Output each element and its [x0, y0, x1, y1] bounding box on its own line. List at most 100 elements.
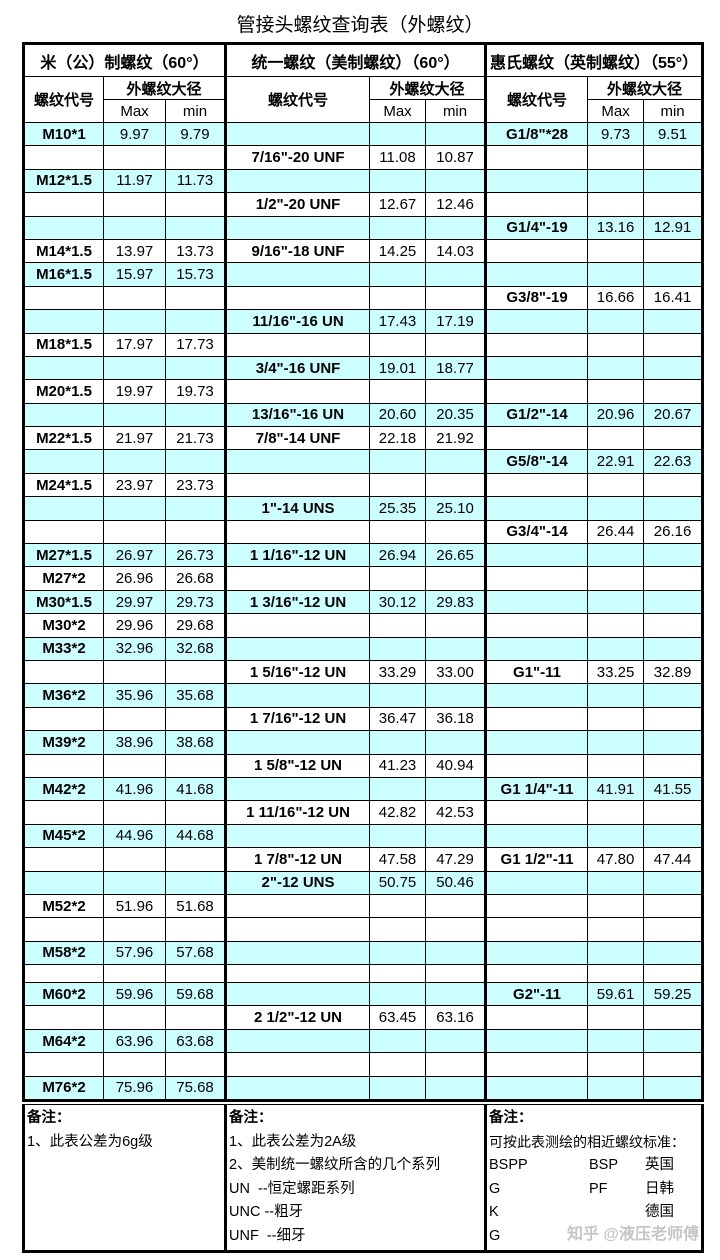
table-row: M27*2 26.96 26.68	[23, 566, 704, 591]
whitworth-min-cell	[643, 496, 704, 521]
whitworth-min-cell	[643, 706, 704, 732]
table-row	[23, 964, 704, 984]
metric-min-cell: 57.68	[164, 940, 228, 966]
table-row: M36*2 35.96 35.68	[23, 683, 704, 708]
unified-min-cell	[425, 472, 488, 498]
thread-table: 米（公）制螺纹（60°） 统一螺纹（美制螺纹）（60°） 惠氏螺纹（英制螺纹）（…	[22, 42, 705, 1103]
metric-code-cell: M14*1.5	[23, 238, 104, 264]
table-row: M27*1.5 26.97 26.73 1 1/16"-12 UN 26.94 26.65	[23, 543, 704, 568]
unified-note-line: UNC --粗牙	[229, 1204, 304, 1220]
table-row: M30*2 29.96 29.68	[23, 613, 704, 638]
whitworth-code-cell: G1 1/4"-11	[485, 776, 589, 802]
whitworth-min-cell	[643, 940, 704, 966]
unified-code-cell: 1 11/16"-12 UN	[225, 800, 371, 825]
metric-code-cell: M76*2	[23, 1075, 104, 1102]
metric-max-cell	[103, 964, 166, 984]
metric-min-cell: 26.68	[164, 566, 228, 591]
whitworth-min-cell	[643, 893, 704, 919]
metric-min-cell	[164, 192, 228, 217]
unified-min-cell: 17.19	[425, 309, 488, 334]
unified-max-cell: 26.94	[369, 543, 427, 568]
table-row: M39*2 38.96 38.68	[23, 730, 704, 755]
whitworth-max-cell	[587, 1052, 645, 1077]
whitworth-min-cell: 12.91	[643, 215, 704, 240]
metric-max-cell	[103, 870, 166, 895]
whitworth-code-cell	[485, 1005, 589, 1030]
table-row: M24*1.5 23.97 23.73	[23, 472, 704, 498]
metric-min-cell: 44.68	[164, 823, 228, 849]
unified-code-cell: 3/4"-16 UNF	[225, 355, 371, 381]
metric-code-cell	[23, 496, 104, 521]
table-row: M20*1.5 19.97 19.73	[23, 379, 704, 404]
unified-max-cell	[369, 566, 427, 591]
unified-max-cell: 11.08	[369, 145, 427, 170]
whitworth-min-cell	[643, 472, 704, 498]
metric-max-cell	[103, 402, 166, 428]
unified-code-cell	[225, 285, 371, 311]
unified-max-cell	[369, 1052, 427, 1077]
metric-max-cell: 17.97	[103, 332, 166, 357]
whitworth-code-cell	[485, 355, 589, 381]
metric-code-cell: M18*1.5	[23, 332, 104, 357]
unified-code-cell	[225, 776, 371, 802]
standard-cell: 日韩	[645, 1180, 674, 1197]
unified-min-cell: 50.46	[425, 870, 488, 895]
whitworth-code-cell	[485, 543, 589, 568]
unified-code-cell	[225, 940, 371, 966]
unified-min-cell	[425, 168, 488, 194]
metric-min-cell: 13.73	[164, 238, 228, 264]
whitworth-code-cell	[485, 472, 589, 498]
unified-min-cell	[425, 683, 488, 708]
notes-table: 备注： 1、此表公差为6g级 备注： 1、此表公差为2A级 2、美制统一螺纹所含…	[22, 1104, 704, 1253]
metric-code-header: 螺纹代号	[23, 76, 104, 123]
table-row: 1 5/16"-12 UN 33.29 33.00 G1"-11 33.25 32.89	[23, 659, 704, 685]
whitworth-max-cell: 13.16	[587, 215, 645, 240]
unified-max-cell: 19.01	[369, 355, 427, 381]
whitworth-min-cell: 16.41	[643, 285, 704, 311]
whitworth-min-cell	[643, 636, 704, 661]
unified-code-cell: 11/16"-16 UN	[225, 309, 371, 334]
unified-max-header: Max	[369, 99, 427, 123]
whitworth-max-cell	[587, 472, 645, 498]
whitworth-min-cell: 22.63	[643, 449, 704, 474]
unified-max-cell: 17.43	[369, 309, 427, 334]
unified-code-cell	[225, 1028, 371, 1054]
metric-max-cell: 59.96	[103, 982, 166, 1007]
unified-code-cell	[225, 730, 371, 755]
unified-max-cell: 36.47	[369, 706, 427, 732]
table-row: G5/8"-14 22.91 22.63	[23, 449, 704, 474]
whitworth-code-cell	[485, 940, 589, 966]
unified-code-cell: 2"-12 UNS	[225, 870, 371, 895]
whitworth-min-cell: 9.51	[643, 121, 704, 147]
unified-code-cell	[225, 893, 371, 919]
standard-cell: BSP	[589, 1157, 619, 1173]
metric-code-cell	[23, 964, 104, 984]
metric-min-cell	[164, 355, 228, 381]
metric-note-line: 1、此表公差为6g级	[27, 1133, 153, 1150]
metric-code-cell	[23, 285, 104, 311]
unified-note-line: UNF --细牙	[229, 1227, 306, 1244]
unified-code-cell: 1"-14 UNS	[225, 496, 371, 521]
unified-code-cell: 7/16"-20 UNF	[225, 145, 371, 170]
whitworth-code-cell	[485, 753, 589, 778]
whitworth-code-cell	[485, 964, 589, 984]
whitworth-notes-intro: 可按此表测绘的相近螺纹标准：	[489, 1133, 685, 1150]
whitworth-max-cell	[587, 1028, 645, 1054]
metric-code-cell: M33*2	[23, 636, 104, 661]
metric-max-cell	[103, 706, 166, 732]
unified-min-cell: 18.77	[425, 355, 488, 381]
unified-max-cell: 30.12	[369, 589, 427, 615]
standard-cell: G	[489, 1180, 501, 1197]
whitworth-max-cell	[587, 940, 645, 966]
metric-code-cell	[23, 192, 104, 217]
metric-code-cell: M10*1	[23, 121, 104, 147]
section-headings-row: 米（公）制螺纹（60°） 统一螺纹（美制螺纹）（60°） 惠氏螺纹（英制螺纹）（…	[22, 43, 704, 77]
whitworth-min-cell: 59.25	[643, 982, 704, 1007]
unified-max-cell: 41.23	[369, 753, 427, 778]
unified-min-cell: 25.10	[425, 496, 488, 521]
whitworth-min-cell	[643, 730, 704, 755]
unified-min-cell	[425, 917, 488, 942]
whitworth-heading: 惠氏螺纹（英制螺纹）（55°）	[485, 43, 704, 77]
unified-min-cell: 14.03	[425, 238, 488, 264]
metric-max-cell	[103, 496, 166, 521]
